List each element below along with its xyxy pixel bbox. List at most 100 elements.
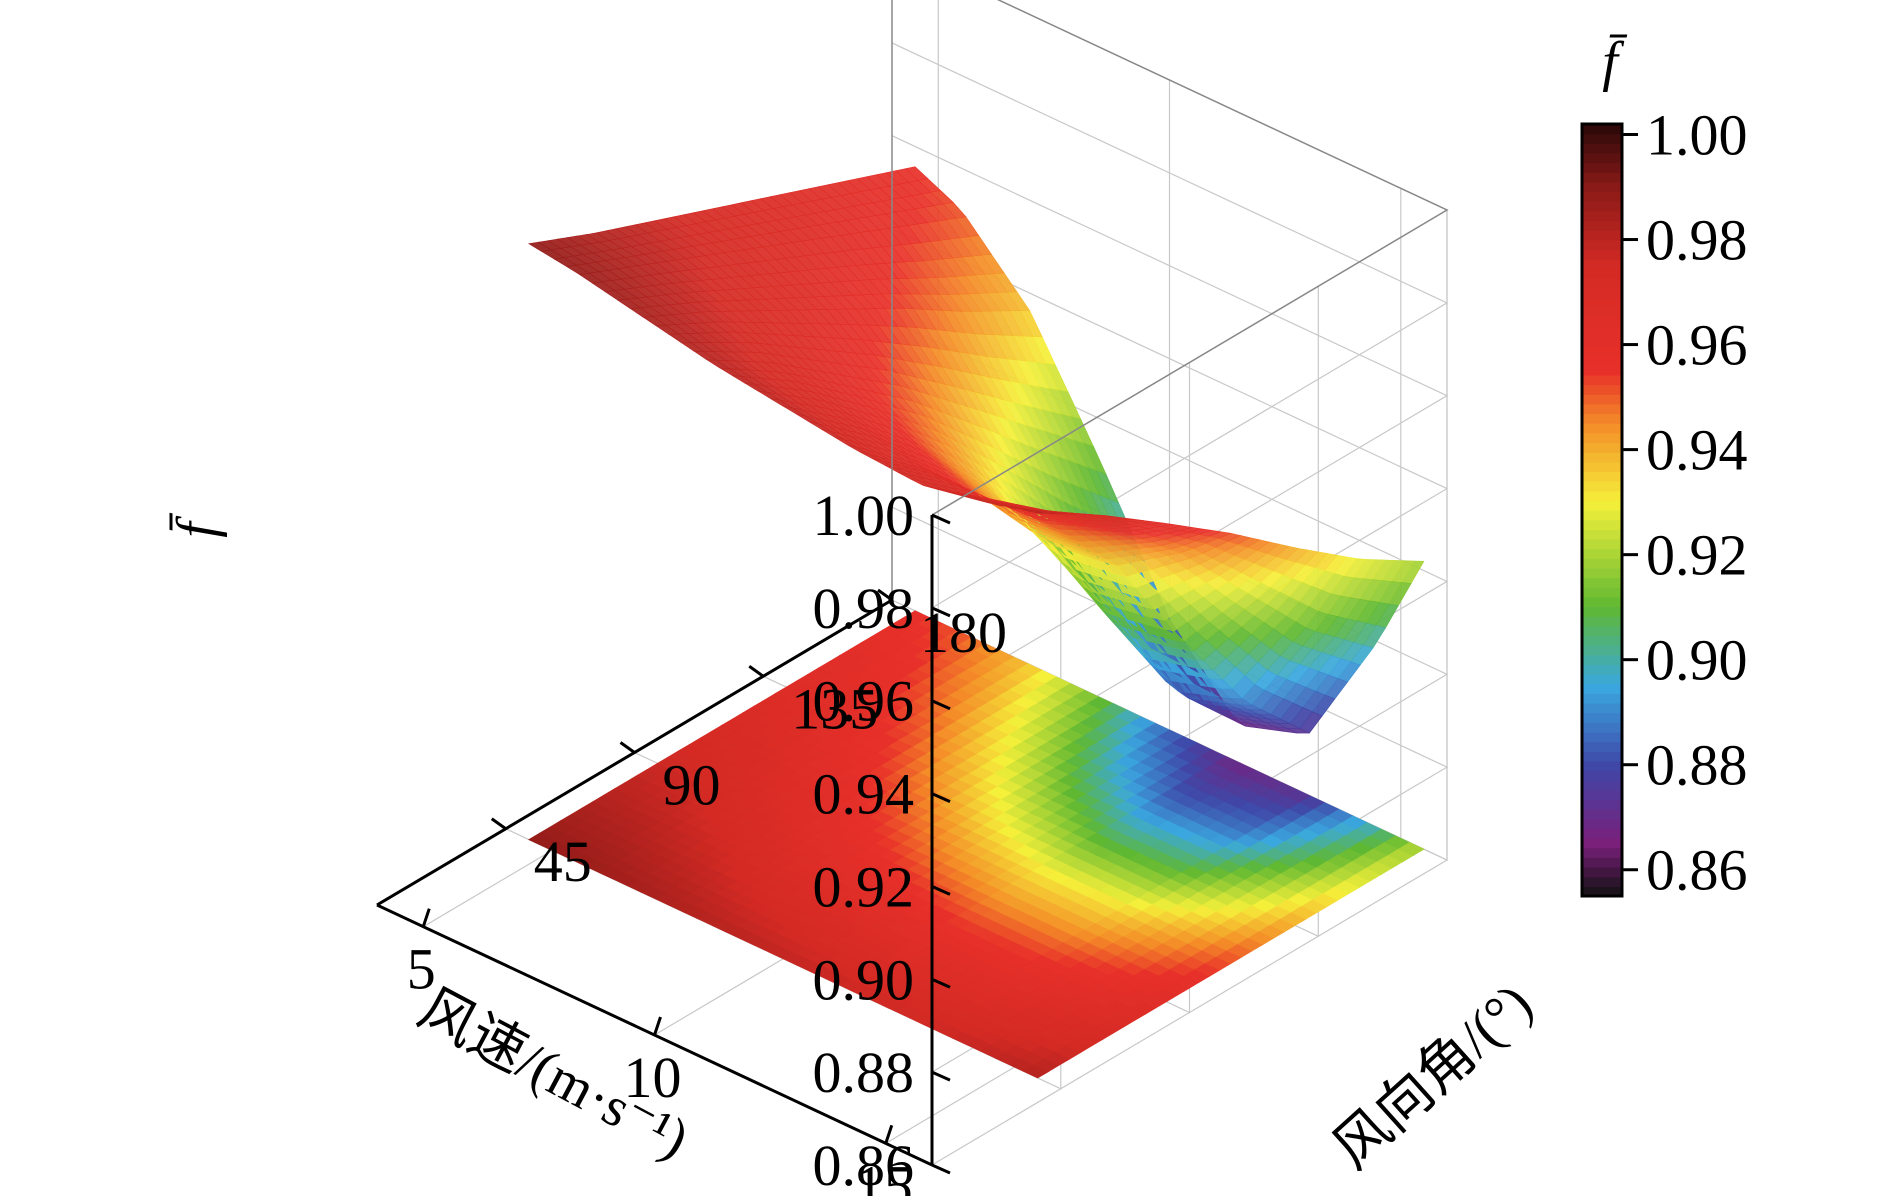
colorbar-segment	[1582, 731, 1622, 743]
colorbar-segment	[1582, 780, 1622, 791]
colorbar-segment	[1582, 828, 1622, 839]
z-tick-label: 1.00	[813, 483, 915, 548]
colorbar-segment	[1582, 886, 1622, 897]
colorbar-segment	[1582, 268, 1622, 279]
floor-contour-projection	[528, 610, 1425, 1079]
colorbar-segment	[1582, 770, 1622, 781]
x-tick-mark	[884, 1124, 894, 1144]
colorbar-segment	[1582, 857, 1622, 868]
colorbar-segment	[1582, 751, 1622, 762]
colorbar-tick-label: 0.98	[1646, 208, 1748, 273]
colorbar-tick-label: 0.96	[1646, 313, 1748, 378]
colorbar-segment	[1582, 645, 1622, 656]
colorbar-segment	[1582, 452, 1622, 463]
colorbar-segment	[1582, 510, 1622, 521]
z-tick-label: 0.86	[813, 1133, 915, 1196]
colorbar-segment	[1582, 384, 1622, 395]
colorbar-segment	[1582, 336, 1622, 347]
colorbar-segment	[1582, 143, 1622, 154]
colorbar-segment	[1582, 374, 1622, 386]
colorbar-frame	[1580, 122, 1624, 898]
colorbar-segment	[1582, 606, 1622, 617]
colorbar-segment	[1582, 133, 1622, 144]
colorbar-segment	[1582, 278, 1622, 289]
colorbar-segment	[1582, 394, 1622, 405]
z-tick-mark	[931, 1163, 951, 1175]
colorbar-segment	[1582, 799, 1622, 810]
colorbar-segment	[1582, 809, 1622, 820]
colorbar-segment	[1582, 519, 1622, 530]
colorbar-segment	[1582, 703, 1622, 714]
colorbar-segment	[1582, 210, 1622, 222]
colorbar-tick-label: 0.86	[1646, 838, 1748, 903]
y-axis-title: 风向角/(°)	[1322, 972, 1544, 1181]
colorbar-segment	[1582, 683, 1622, 694]
colorbar-segment	[1582, 500, 1622, 511]
z-tick-mark	[931, 606, 951, 618]
x-tick-mark	[653, 1016, 662, 1036]
y-axis-ticks: 45 90 135 180	[490, 588, 1007, 894]
colorbar-segment	[1582, 442, 1622, 453]
colorbar-segment	[1582, 152, 1622, 164]
z-tick-label: 0.94	[813, 762, 915, 827]
colorbar-segment	[1582, 625, 1622, 637]
colorbar-title: f̄	[1602, 31, 1627, 93]
colorbar-segment	[1582, 635, 1622, 646]
colorbar-tick-label: 0.94	[1646, 418, 1748, 483]
z-tick-label: 0.96	[813, 669, 915, 734]
colorbar-segment	[1582, 220, 1622, 231]
colorbar-segment	[1582, 403, 1622, 415]
x-tick-label: 15	[855, 1153, 913, 1196]
colorbar-segment	[1582, 201, 1622, 212]
z-tick-label: 0.90	[813, 947, 915, 1012]
x-tick-mark	[421, 908, 431, 928]
colorbar-segment	[1582, 297, 1622, 308]
y-tick-label: 90	[663, 753, 721, 818]
colorbar-segment	[1582, 259, 1622, 270]
z-tick-label: 0.92	[813, 854, 915, 919]
colorbar-segment	[1582, 423, 1622, 434]
y-tick-mark	[748, 665, 765, 678]
colorbar-segment	[1582, 616, 1622, 627]
colorbar-segment	[1582, 818, 1622, 830]
z-tick-mark	[931, 1070, 951, 1082]
colorbar-tick-label: 0.92	[1646, 523, 1748, 588]
colorbar-segment	[1582, 693, 1622, 704]
colorbar-segment	[1582, 365, 1622, 376]
colorbar: 0.86 0.88 0.90 0.92 0.94 0.96 0.98 1.00	[1580, 103, 1748, 903]
surface-cell	[528, 241, 553, 252]
colorbar-segment	[1582, 596, 1622, 608]
colorbar-segment	[1582, 847, 1622, 858]
colorbar-segment	[1582, 239, 1622, 251]
colorbar-segment	[1582, 326, 1622, 337]
floor-cell	[1398, 842, 1425, 856]
colorbar-segment	[1582, 490, 1622, 501]
colorbar-segment	[1582, 876, 1622, 887]
colorbar-segment	[1582, 654, 1622, 665]
colorbar-segment	[1582, 867, 1622, 878]
colorbar-tick-label: 0.88	[1646, 733, 1748, 798]
colorbar-segment	[1582, 191, 1622, 202]
colorbar-segment	[1582, 558, 1622, 569]
colorbar-tick-label: 1.00	[1646, 103, 1748, 168]
colorbar-segment	[1582, 538, 1622, 550]
x-tick-label: 10	[624, 1045, 682, 1110]
z-tick-mark	[931, 699, 951, 711]
z-axis-ticks: 0.86 0.88 0.90 0.92 0.94 0.96 0.98 1.00	[813, 483, 951, 1198]
x-axis-ticks: 5 10 15	[407, 908, 913, 1201]
y-tick-label: 180	[920, 600, 1007, 665]
colorbar-segment	[1582, 529, 1622, 540]
colorbar-segment	[1582, 838, 1622, 849]
z-tick-mark	[931, 977, 951, 989]
z-tick-label: 0.98	[813, 576, 915, 641]
y-tick-mark	[490, 817, 507, 830]
colorbar-segment	[1582, 249, 1622, 260]
colorbar-segment	[1582, 124, 1622, 135]
colorbar-segment	[1582, 789, 1622, 801]
colorbar-segment	[1582, 567, 1622, 579]
colorbar-segment	[1582, 172, 1622, 183]
colorbar-segment	[1582, 712, 1622, 723]
y-tick-mark	[877, 588, 893, 602]
colorbar-segment	[1582, 230, 1622, 241]
colorbar-segment	[1582, 413, 1622, 424]
